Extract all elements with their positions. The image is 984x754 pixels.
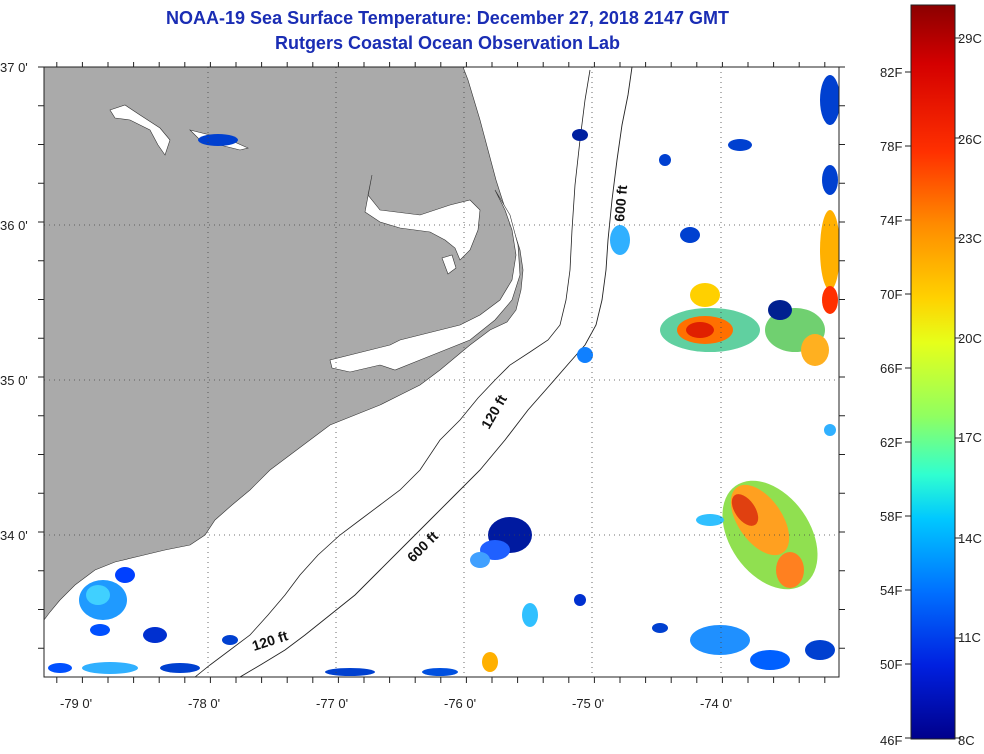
contour-120ft	[194, 69, 591, 677]
colorbar-f-label: 70F	[880, 287, 902, 302]
map-subtitle: Rutgers Coastal Ocean Observation Lab	[274, 33, 621, 53]
lon-label: -75 0'	[572, 696, 604, 711]
colorbar-c-label: 29C	[958, 31, 982, 46]
inland-river	[109, 104, 171, 156]
lon-label: -76 0'	[444, 696, 476, 711]
colorbar-f-label: 82F	[880, 65, 902, 80]
colorbar-c-label: 14C	[958, 531, 982, 546]
pamlico-sound	[329, 189, 521, 373]
colorbar-c-label: 20C	[958, 331, 982, 346]
colorbar-c-label: 23C	[958, 231, 982, 246]
lon-label: -79 0'	[60, 696, 92, 711]
axis-ticks	[38, 62, 845, 683]
land-mass	[44, 67, 524, 621]
sst-patches	[48, 75, 839, 676]
colorbar	[910, 4, 956, 740]
colorbar-f-label: 78F	[880, 139, 902, 154]
contour-label-600ft: 600 ft	[611, 184, 630, 222]
colorbar-f-label: 66F	[880, 361, 902, 376]
colorbar-f-label: 74F	[880, 213, 902, 228]
colorbar-c-label: 17C	[958, 430, 982, 445]
lat-label: 34 0'	[0, 528, 28, 543]
lat-label: 36 0'	[0, 218, 28, 233]
map-title: NOAA-19 Sea Surface Temperature: Decembe…	[166, 8, 729, 28]
colorbar-f-label: 54F	[880, 583, 902, 598]
lon-label: -77 0'	[316, 696, 348, 711]
lat-label: 37 0'	[0, 60, 28, 75]
graticule	[44, 67, 839, 677]
colorbar-f-label: 62F	[880, 435, 902, 450]
colorbar-c-label: 11C	[958, 630, 981, 645]
lat-label: 35 0'	[0, 373, 28, 388]
colorbar-c-label: 8C	[958, 733, 975, 748]
contour-600ft	[239, 67, 633, 677]
albemarle-sound	[364, 174, 481, 261]
colorbar-f-label: 58F	[880, 509, 902, 524]
colorbar-c-label: 26C	[958, 132, 982, 147]
lon-label: -74 0'	[700, 696, 732, 711]
inland-lake	[441, 254, 457, 275]
lon-label: -78 0'	[188, 696, 220, 711]
colorbar-f-label: 46F	[880, 733, 902, 748]
colorbar-ticks	[905, 37, 961, 739]
map-frame	[43, 66, 840, 678]
colorbar-f-label: 50F	[880, 657, 902, 672]
